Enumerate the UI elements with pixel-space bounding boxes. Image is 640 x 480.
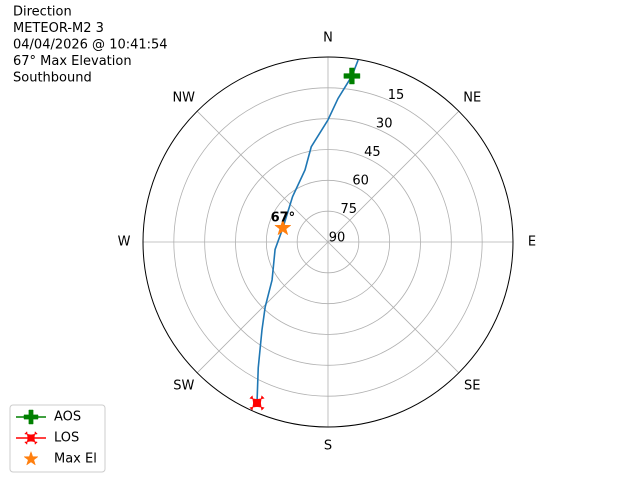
legend-label: LOS bbox=[54, 431, 79, 446]
grid-spoke bbox=[196, 110, 329, 243]
angle-tick-label: NW bbox=[172, 90, 195, 105]
polar-frame bbox=[142, 56, 514, 428]
grid-spoke bbox=[196, 241, 329, 374]
angle-tick-label: SE bbox=[464, 379, 480, 394]
x-marker bbox=[249, 395, 265, 411]
title-line: 67° Max Elevation bbox=[13, 54, 132, 69]
title-line: 04/04/2026 @ 10:41:54 bbox=[13, 38, 168, 53]
track-line bbox=[256, 59, 359, 404]
title-line: Direction bbox=[13, 5, 72, 20]
legend-label: Max El bbox=[54, 452, 97, 467]
star-marker bbox=[274, 218, 292, 236]
radial-tick-label: 15 bbox=[388, 88, 405, 103]
radial-tick-label: 45 bbox=[364, 145, 381, 160]
radial-tick-label: 60 bbox=[352, 174, 369, 189]
grid-spoke bbox=[327, 241, 460, 374]
radial-tick-label: 75 bbox=[341, 202, 358, 217]
legend-marker bbox=[23, 450, 39, 466]
grid-spoke bbox=[327, 110, 460, 243]
plus-marker bbox=[343, 67, 361, 85]
max-el-label: 67° bbox=[271, 210, 296, 225]
legend: AOS LOS Max El bbox=[9, 404, 106, 473]
legend-frame bbox=[9, 404, 106, 473]
legend-marker bbox=[24, 431, 38, 445]
angle-tick-label: NE bbox=[463, 90, 481, 105]
title-line: METEOR-M2 3 bbox=[13, 21, 104, 36]
title-line: Southbound bbox=[13, 71, 92, 86]
angle-tick-label: SW bbox=[173, 379, 194, 394]
legend-marker bbox=[23, 409, 39, 425]
angle-tick-label: N bbox=[323, 31, 333, 46]
angle-tick-label: S bbox=[324, 439, 332, 454]
legend-label: AOS bbox=[54, 410, 81, 425]
angle-tick-label: W bbox=[118, 235, 131, 250]
angle-tick-label: E bbox=[528, 235, 536, 250]
radial-tick-label: 30 bbox=[376, 117, 393, 132]
radial-tick-label: 90 bbox=[329, 231, 346, 246]
